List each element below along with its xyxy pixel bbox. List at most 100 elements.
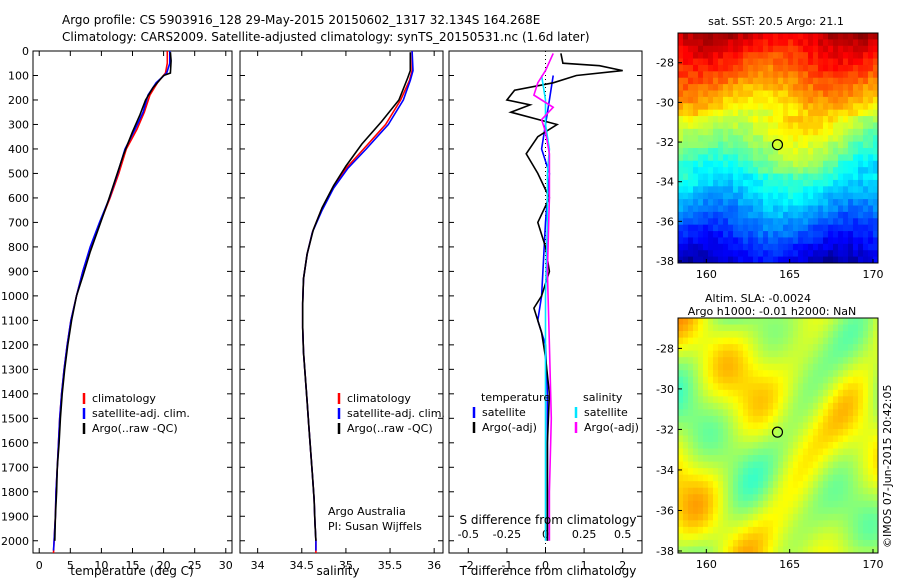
- sla-map-cell: [838, 533, 844, 541]
- sla-map-cell: [803, 546, 809, 554]
- sla-map-cell: [838, 376, 844, 384]
- sst-map-cell: [683, 231, 689, 238]
- sla-map-cell: [813, 500, 819, 508]
- sst-map-cell: [688, 96, 694, 104]
- sst-map-cell: [873, 52, 879, 59]
- sst-map-cell: [793, 218, 799, 226]
- sla-map-cell: [783, 396, 789, 404]
- sst-map-cell: [688, 135, 694, 143]
- sla-map-cell: [678, 318, 684, 325]
- sla-map-cell: [708, 396, 714, 404]
- sst-map-cell: [803, 148, 809, 155]
- sst-map-cell: [768, 116, 774, 123]
- sst-map-cell: [773, 231, 779, 238]
- sla-map-cell: [853, 422, 859, 430]
- sla-map-cell: [803, 500, 809, 508]
- sst-map-ytick-label: -30: [656, 96, 674, 109]
- sst-map-cell: [718, 39, 724, 47]
- sla-map-cell: [778, 428, 784, 436]
- sla-map-cell: [828, 500, 834, 508]
- sla-map-cell: [758, 455, 764, 463]
- sla-map-cell: [873, 363, 879, 371]
- sst-map-cell: [833, 103, 839, 111]
- sst-map-cell: [788, 45, 794, 53]
- sla-map-cell: [858, 370, 864, 378]
- sla-map-cell: [848, 331, 854, 338]
- sla-map-cell: [703, 409, 709, 417]
- sla-map-cell: [758, 337, 764, 345]
- sla-map-cell: [693, 533, 699, 541]
- sla-map-cell: [678, 428, 684, 436]
- sla-map-cell: [773, 539, 779, 547]
- sla-map-cell: [853, 481, 859, 489]
- sla-map-cell: [788, 481, 794, 489]
- sst-map-cell: [788, 96, 794, 104]
- sst-map-cell: [768, 141, 774, 149]
- sla-map-cell: [778, 487, 784, 495]
- sla-map-cell: [813, 350, 819, 358]
- sla-map-cell: [833, 539, 839, 547]
- sla-map-cell: [793, 415, 799, 423]
- sst-map-cell: [703, 199, 709, 206]
- sst-map-cell: [808, 218, 814, 226]
- sst-map-cell: [823, 141, 829, 149]
- sst-map-cell: [858, 179, 864, 187]
- sst-map-cell: [708, 122, 714, 130]
- sst-map-cell: [703, 84, 709, 91]
- sst-map-cell: [778, 154, 784, 162]
- sla-map-cell: [688, 383, 694, 391]
- sla-map-cell: [683, 415, 689, 423]
- sla-map-cell: [843, 520, 849, 528]
- sst-map-cell: [768, 148, 774, 155]
- sla-map-cell: [778, 513, 784, 521]
- sla-map-cell: [833, 324, 839, 332]
- sla-map-cell: [688, 396, 694, 404]
- sla-map-cell: [748, 533, 754, 541]
- sla-map-cell: [793, 409, 799, 417]
- sst-map-cell: [838, 211, 844, 219]
- sla-map-cell: [808, 409, 814, 417]
- sst-map-cell: [758, 250, 764, 258]
- difference-xtick-label: 1: [581, 559, 588, 572]
- sst-map-cell: [778, 250, 784, 258]
- sst-map-cell: [823, 33, 829, 40]
- sst-map-cell: [853, 96, 859, 104]
- sla-map-cell: [808, 415, 814, 423]
- sst-map-cell: [788, 256, 794, 264]
- sla-map-cell: [698, 402, 704, 410]
- sst-map-cell: [843, 231, 849, 238]
- sst-map-cell: [753, 128, 759, 136]
- temperature-ytick-label: 900: [8, 265, 29, 278]
- sst-map-cell: [773, 45, 779, 53]
- sla-map-cell: [728, 389, 734, 397]
- sla-map-cell: [843, 448, 849, 456]
- sst-map-cell: [703, 90, 709, 98]
- sst-map-cell: [828, 167, 834, 174]
- sst-map-cell: [738, 205, 744, 213]
- sst-map-cell: [753, 243, 759, 251]
- sla-map-cell: [873, 428, 879, 436]
- sst-map-cell: [803, 90, 809, 98]
- sla-map-cell: [688, 376, 694, 384]
- sla-map-cell: [688, 526, 694, 534]
- sla-map-cell: [768, 396, 774, 404]
- sst-map-cell: [778, 186, 784, 194]
- sla-map-cell: [848, 344, 854, 352]
- sla-map-cell: [788, 494, 794, 502]
- sst-map-cell: [678, 199, 684, 206]
- sst-map-cell: [718, 218, 724, 226]
- sla-map-cell: [783, 363, 789, 371]
- sla-map-cell: [838, 546, 844, 554]
- sst-map-cell: [758, 211, 764, 219]
- sla-map-cell: [793, 442, 799, 449]
- sst-map-cell: [693, 199, 699, 206]
- sla-map-cell: [798, 357, 804, 365]
- sst-map-cell: [718, 135, 724, 143]
- sst-map-cell: [833, 148, 839, 155]
- sla-map-cell: [698, 474, 704, 482]
- sst-map-cell: [813, 192, 819, 200]
- sst-map-cell: [788, 77, 794, 85]
- sst-map-cell: [863, 116, 869, 123]
- sla-map-cell: [768, 402, 774, 410]
- sst-map-cell: [828, 173, 834, 181]
